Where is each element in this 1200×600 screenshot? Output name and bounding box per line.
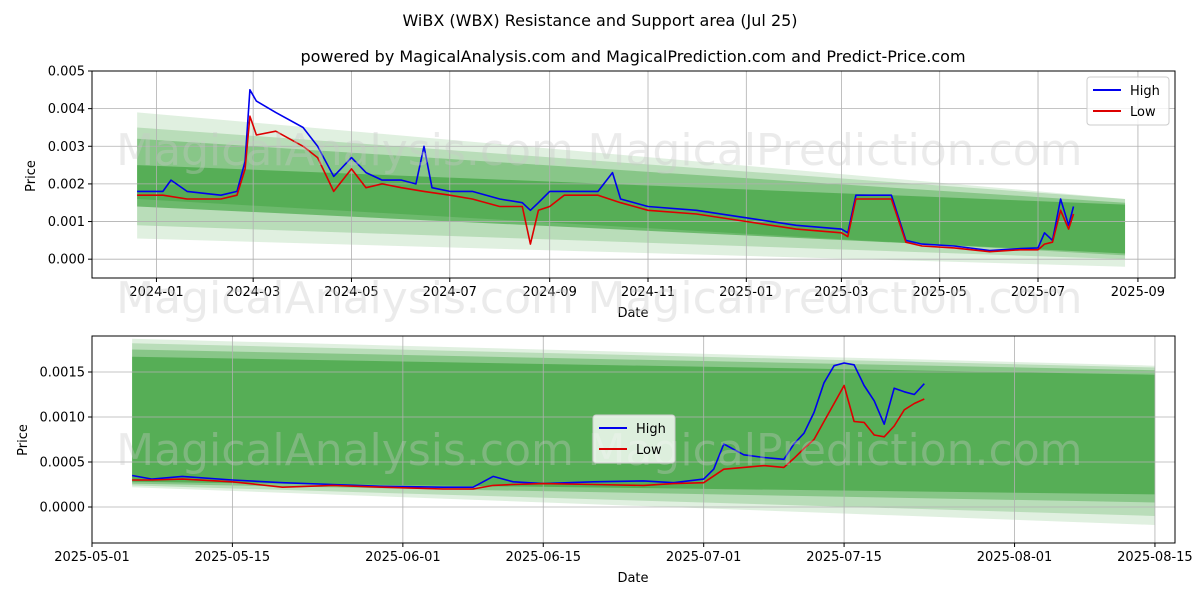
x-tick-label: 2024-05: [324, 285, 378, 300]
y-tick-label: 0.001: [48, 215, 85, 230]
x-tick-label: 2024-07: [423, 285, 477, 300]
legend-label-high: High: [636, 422, 666, 437]
x-tick-label: 2025-08-01: [977, 550, 1053, 565]
x-tick-label: 2024-03: [226, 285, 280, 300]
y-tick-label: 0.0005: [40, 456, 86, 471]
top-chart: MagicalAnalysis.com MagicalPrediction.co…: [24, 47, 1176, 321]
y-tick-label: 0.0010: [40, 411, 86, 426]
watermark-prediction-top: MagicalPrediction.com: [588, 125, 1083, 176]
legend-label-low: Low: [1130, 105, 1156, 120]
top-chart-xlabel: Date: [617, 306, 648, 321]
x-tick-label: 2025-07: [1011, 285, 1065, 300]
top-chart-title: powered by MagicalAnalysis.com and Magic…: [300, 47, 965, 66]
x-tick-label: 2024-01: [129, 285, 183, 300]
y-tick-label: 0.003: [48, 140, 85, 155]
x-tick-label: 2025-09: [1111, 285, 1165, 300]
x-tick-label: 2025-05-01: [54, 550, 130, 565]
x-tick-label: 2025-07-15: [806, 550, 882, 565]
watermark-analysis-mid: MagicalAnalysis.com: [116, 273, 574, 324]
series-line-low: [137, 115, 1075, 253]
y-tick-label: 0.004: [48, 102, 85, 117]
watermark-analysis-top: MagicalAnalysis.com: [116, 125, 574, 176]
watermark-analysis-bottom: MagicalAnalysis.com: [116, 425, 574, 476]
x-tick-label: 2025-05-15: [195, 550, 271, 565]
bottom-chart-ylabel: Price: [16, 424, 31, 456]
watermark-prediction-mid: MagicalPrediction.com: [588, 273, 1083, 324]
support-resistance-band-3: [137, 165, 1126, 254]
series-line-high: [131, 362, 925, 489]
x-tick-label: 2025-03: [814, 285, 868, 300]
x-tick-label: 2024-11: [621, 285, 675, 300]
x-tick-label: 2025-08-15: [1117, 550, 1193, 565]
legend-label-high: High: [1130, 84, 1160, 99]
bottom-chart-xlabel: Date: [617, 571, 648, 586]
y-tick-label: 0.0000: [40, 501, 86, 516]
x-tick-label: 2025-05: [913, 285, 967, 300]
axes-frame: [91, 70, 1176, 279]
x-tick-label: 2025-07-01: [666, 550, 742, 565]
y-tick-label: 0.000: [48, 253, 85, 268]
y-tick-label: 0.0015: [40, 366, 86, 381]
bottom-chart: MagicalAnalysis.com MagicalPrediction.co…: [16, 335, 1193, 586]
series-line-low: [132, 384, 925, 490]
x-tick-label: 2025-06-01: [365, 550, 441, 565]
x-tick-label: 2025-01: [719, 285, 773, 300]
top-chart-legend: High Low: [1086, 76, 1170, 126]
top-chart-ylabel: Price: [24, 160, 39, 192]
series-line-high: [137, 89, 1075, 252]
axes-frame: [91, 335, 1176, 544]
bottom-chart-legend: High Low: [592, 414, 676, 464]
legend-label-low: Low: [636, 443, 662, 458]
y-tick-label: 0.002: [48, 177, 85, 192]
figure-suptitle: WiBX (WBX) Resistance and Support area (…: [402, 11, 797, 30]
y-tick-label: 0.005: [48, 65, 85, 80]
x-tick-label: 2024-09: [523, 285, 577, 300]
x-tick-label: 2025-06-15: [505, 550, 581, 565]
